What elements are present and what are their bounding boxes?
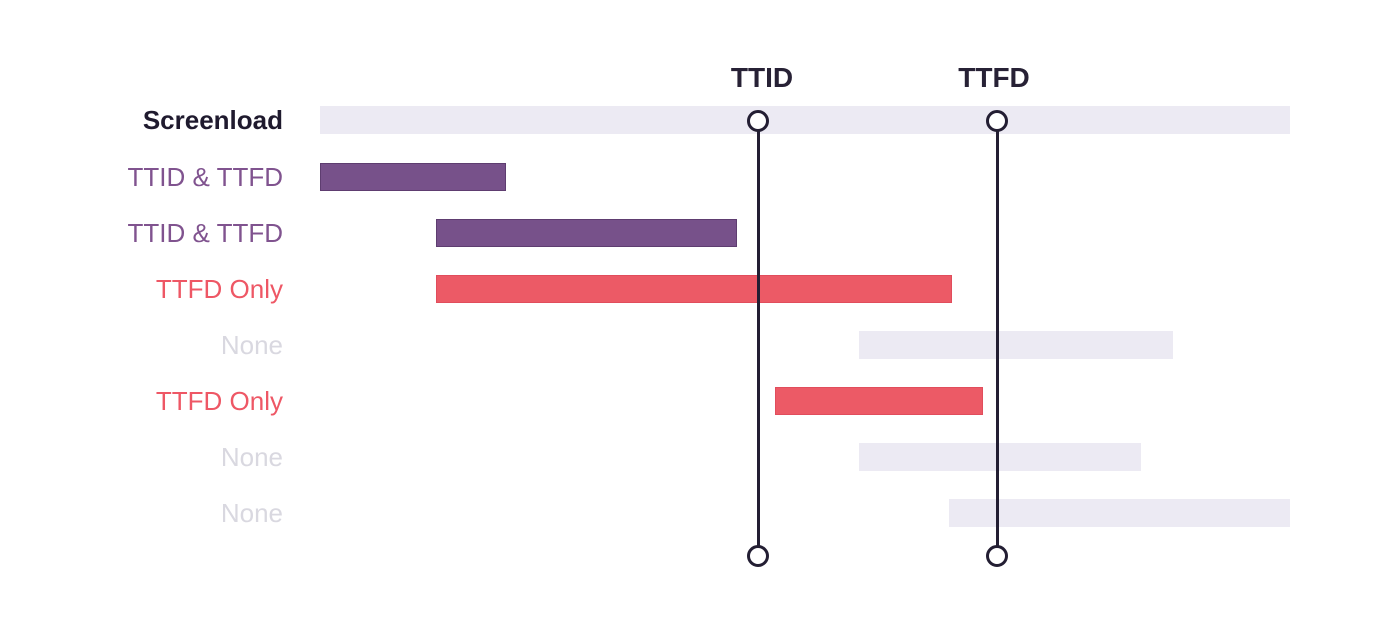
ttfd-marker-bottom-circle <box>985 544 1008 567</box>
row-label-none-3: None <box>220 498 283 528</box>
ttfd-only-span-bar-1 <box>436 275 952 303</box>
ttid-marker-bottom-circle <box>746 544 769 567</box>
none-span-bar-3 <box>949 499 1290 527</box>
none-span-bar-2 <box>859 443 1141 471</box>
screenload-span-bar <box>320 106 1290 134</box>
ttfd-marker-label: TTFD <box>958 62 1030 93</box>
ttfd-only-span-bar-2 <box>775 387 983 415</box>
ttid-marker-label: TTID <box>730 62 794 93</box>
row-label-ttfd-only-2: TTFD Only <box>155 386 283 416</box>
row-label-ttfd-only-1: TTFD Only <box>155 274 283 304</box>
row-label-ttid-ttfd-2: TTID & TTFD <box>127 218 283 248</box>
none-span-bar-1 <box>859 331 1173 359</box>
row-label-none-2: None <box>220 442 283 472</box>
row-label-ttid-ttfd-1: TTID & TTFD <box>127 162 283 192</box>
ttfd-marker-line <box>995 121 999 556</box>
ttid-marker-top-circle <box>746 109 769 132</box>
row-label-none-1: None <box>220 330 283 360</box>
row-label-screenload: Screenload <box>142 105 283 135</box>
ttid-ttfd-span-bar-1 <box>320 163 506 191</box>
ttfd-marker-top-circle <box>985 109 1008 132</box>
ttid-marker-line <box>756 121 760 556</box>
ttid-ttfd-span-bar-2 <box>436 219 737 247</box>
